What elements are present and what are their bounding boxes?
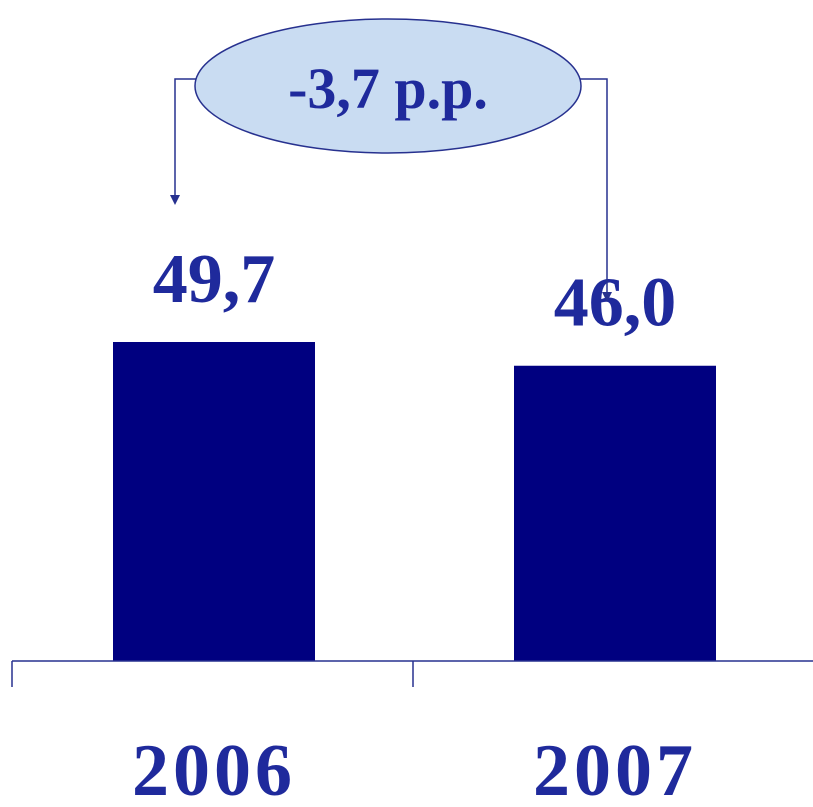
difference-annotation: -3,7 p.p. <box>288 56 488 121</box>
category-label-2006: 2006 <box>132 730 296 802</box>
category-label-2007: 2007 <box>533 730 697 802</box>
data-label-2006: 49,7 <box>153 241 276 318</box>
difference-connector-left <box>170 78 197 205</box>
difference-bubble <box>194 18 582 154</box>
bar-2007 <box>514 365 716 661</box>
difference-connector-right <box>580 78 612 302</box>
data-label-2007: 46,0 <box>554 265 677 342</box>
bar-2006 <box>113 342 315 661</box>
